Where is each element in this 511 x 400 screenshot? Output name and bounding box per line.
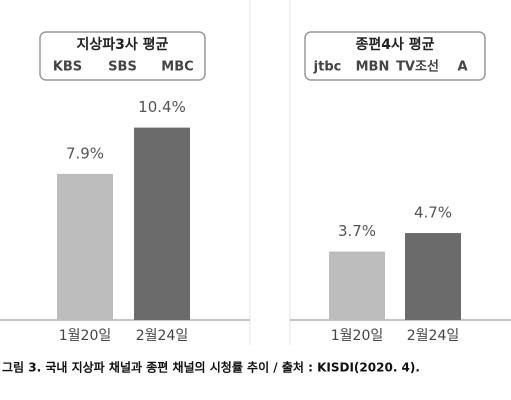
value-label: 10.4% [138,98,186,116]
bar [57,173,113,320]
value-label: 4.7% [414,204,452,222]
logo: KBS [53,60,82,75]
x-tick-label: 1월20일 [331,328,383,344]
title-box [304,31,486,81]
title-box [39,31,206,81]
x-tick-label: 1월20일 [59,328,111,344]
bar [405,233,461,320]
bar [329,251,385,320]
logo: MBC [161,60,193,75]
x-tick-label: 2월24일 [136,328,188,344]
logo: jtbc [313,60,342,75]
x-tick-label: 2월24일 [407,328,459,344]
panel-title: 지상파3사 평균 [77,36,169,53]
panel-title: 종편4사 평균 [355,36,434,53]
logo: MBN [356,60,390,75]
bar [134,127,190,320]
logo: A [457,60,467,75]
value-label: 3.7% [338,222,376,240]
caption: 그림 3. 국내 지상파 채널과 종편 채널의 시청률 추이 / 출처 : KI… [2,360,420,375]
logo: SBS [108,60,137,75]
value-label: 7.9% [66,144,104,162]
logo: TV조선 [396,59,439,75]
